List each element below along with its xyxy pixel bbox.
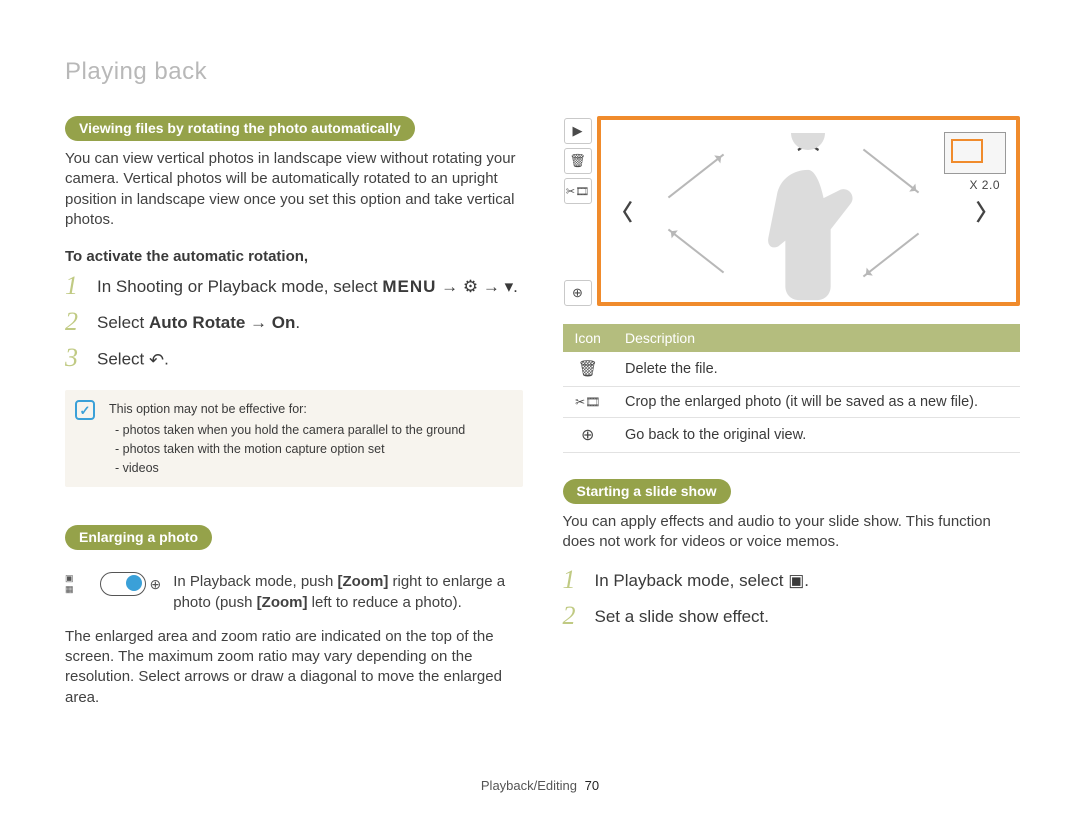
minimap[interactable] (944, 132, 1006, 174)
magnify-icon: ⊕ (563, 418, 613, 453)
row-desc: Go back to the original view. (613, 418, 1020, 453)
step-text: In Shooting or Playback mode, select MEN… (97, 273, 518, 299)
magnify-icon: ⊕ (150, 576, 162, 593)
preview-wrap: ▶ 🗑 ✂🎞 ⊕ ︿ ﹀ 〈 〉 (563, 116, 1021, 306)
page-footer: Playback/Editing 70 (0, 778, 1080, 793)
chevron-left-icon[interactable]: 〈 (611, 195, 633, 227)
page-number: 70 (585, 778, 599, 793)
footer-label: Playback/Editing (481, 778, 577, 793)
heading-auto-rotate: Viewing files by rotating the photo auto… (65, 116, 415, 141)
note-item: photos taken with the motion capture opt… (115, 440, 509, 459)
crop-icon: ✂🎞 (563, 387, 613, 418)
icon-table: Icon Description 🗑 Delete the file. ✂🎞 C… (563, 324, 1021, 453)
table-row: ✂🎞 Crop the enlarged photo (it will be s… (563, 387, 1021, 418)
zoom-instruction: In Playback mode, push [Zoom] right to e… (173, 572, 522, 613)
step-num: 1 (563, 567, 581, 593)
magnify-icon[interactable]: ⊕ (564, 280, 592, 306)
slideshow-steps: 1 In Playback mode, select ▣. 2 Set a sl… (563, 567, 1021, 629)
note-item: videos (115, 459, 509, 478)
step-2: 2 Set a slide show effect. (563, 603, 1021, 629)
right-column: ▶ 🗑 ✂🎞 ⊕ ︿ ﹀ 〈 〉 (563, 116, 1021, 722)
play-icon[interactable]: ▶ (564, 118, 592, 144)
crop-icon[interactable]: ✂🎞 (564, 178, 592, 204)
step-text: Select ↶. (97, 345, 169, 372)
diag-arrow (667, 154, 723, 199)
note-list: photos taken when you hold the camera pa… (109, 421, 509, 477)
note-icon: ✓ (75, 400, 95, 420)
zoom-after-text: The enlarged area and zoom ratio are ind… (65, 627, 523, 708)
step-text: In Playback mode, select ▣. (595, 567, 810, 593)
row-desc: Crop the enlarged photo (it will be save… (613, 387, 1020, 418)
th-icon: Icon (563, 324, 613, 352)
row-desc: Delete the file. (613, 352, 1020, 387)
zoom-row: ▣▦ ⊕ In Playback mode, push [Zoom] right… (65, 572, 523, 613)
heading-enlarging: Enlarging a photo (65, 525, 212, 550)
step-num: 2 (563, 603, 581, 629)
auto-rotate-steps: 1 In Shooting or Playback mode, select M… (65, 273, 523, 372)
photo-preview[interactable]: ︿ ﹀ 〈 〉 X 2.0 (597, 116, 1021, 306)
th-desc: Description (613, 324, 1020, 352)
step-1: 1 In Shooting or Playback mode, select M… (65, 273, 523, 299)
step-num: 1 (65, 273, 83, 299)
person-silhouette (733, 133, 883, 303)
slideshow-body: You can apply effects and audio to your … (563, 512, 1021, 553)
diag-arrow (667, 229, 723, 274)
trash-icon[interactable]: 🗑 (564, 148, 592, 174)
step-2: 2 Select Auto Rotate → On. (65, 309, 523, 335)
step-num: 2 (65, 309, 83, 335)
table-row: ⊕ Go back to the original view. (563, 418, 1021, 453)
auto-rotate-subhead: To activate the automatic rotation, (65, 248, 523, 265)
note-box: ✓ This option may not be effective for: … (65, 390, 523, 487)
step-text: Set a slide show effect. (595, 603, 770, 629)
zoom-toggle-icon (100, 572, 146, 596)
preview-sidebar: ▶ 🗑 ✂🎞 ⊕ (563, 116, 597, 306)
heading-slideshow: Starting a slide show (563, 479, 731, 504)
step-text: Select Auto Rotate → On. (97, 309, 300, 335)
step-num: 3 (65, 345, 83, 371)
note-lead: This option may not be effective for: (109, 402, 307, 416)
auto-rotate-body: You can view vertical photos in landscap… (65, 149, 523, 230)
toggle-labels: ▣▦ (65, 573, 74, 595)
left-column: Viewing files by rotating the photo auto… (65, 116, 523, 722)
step-3: 3 Select ↶. (65, 345, 523, 372)
step-1: 1 In Playback mode, select ▣. (563, 567, 1021, 593)
page-title: Playing back (65, 58, 1020, 86)
trash-icon: 🗑 (563, 352, 613, 387)
note-item: photos taken when you hold the camera pa… (115, 421, 509, 440)
table-row: 🗑 Delete the file. (563, 352, 1021, 387)
chevron-right-icon[interactable]: 〉 (976, 195, 998, 227)
zoom-label: X 2.0 (969, 178, 1000, 192)
